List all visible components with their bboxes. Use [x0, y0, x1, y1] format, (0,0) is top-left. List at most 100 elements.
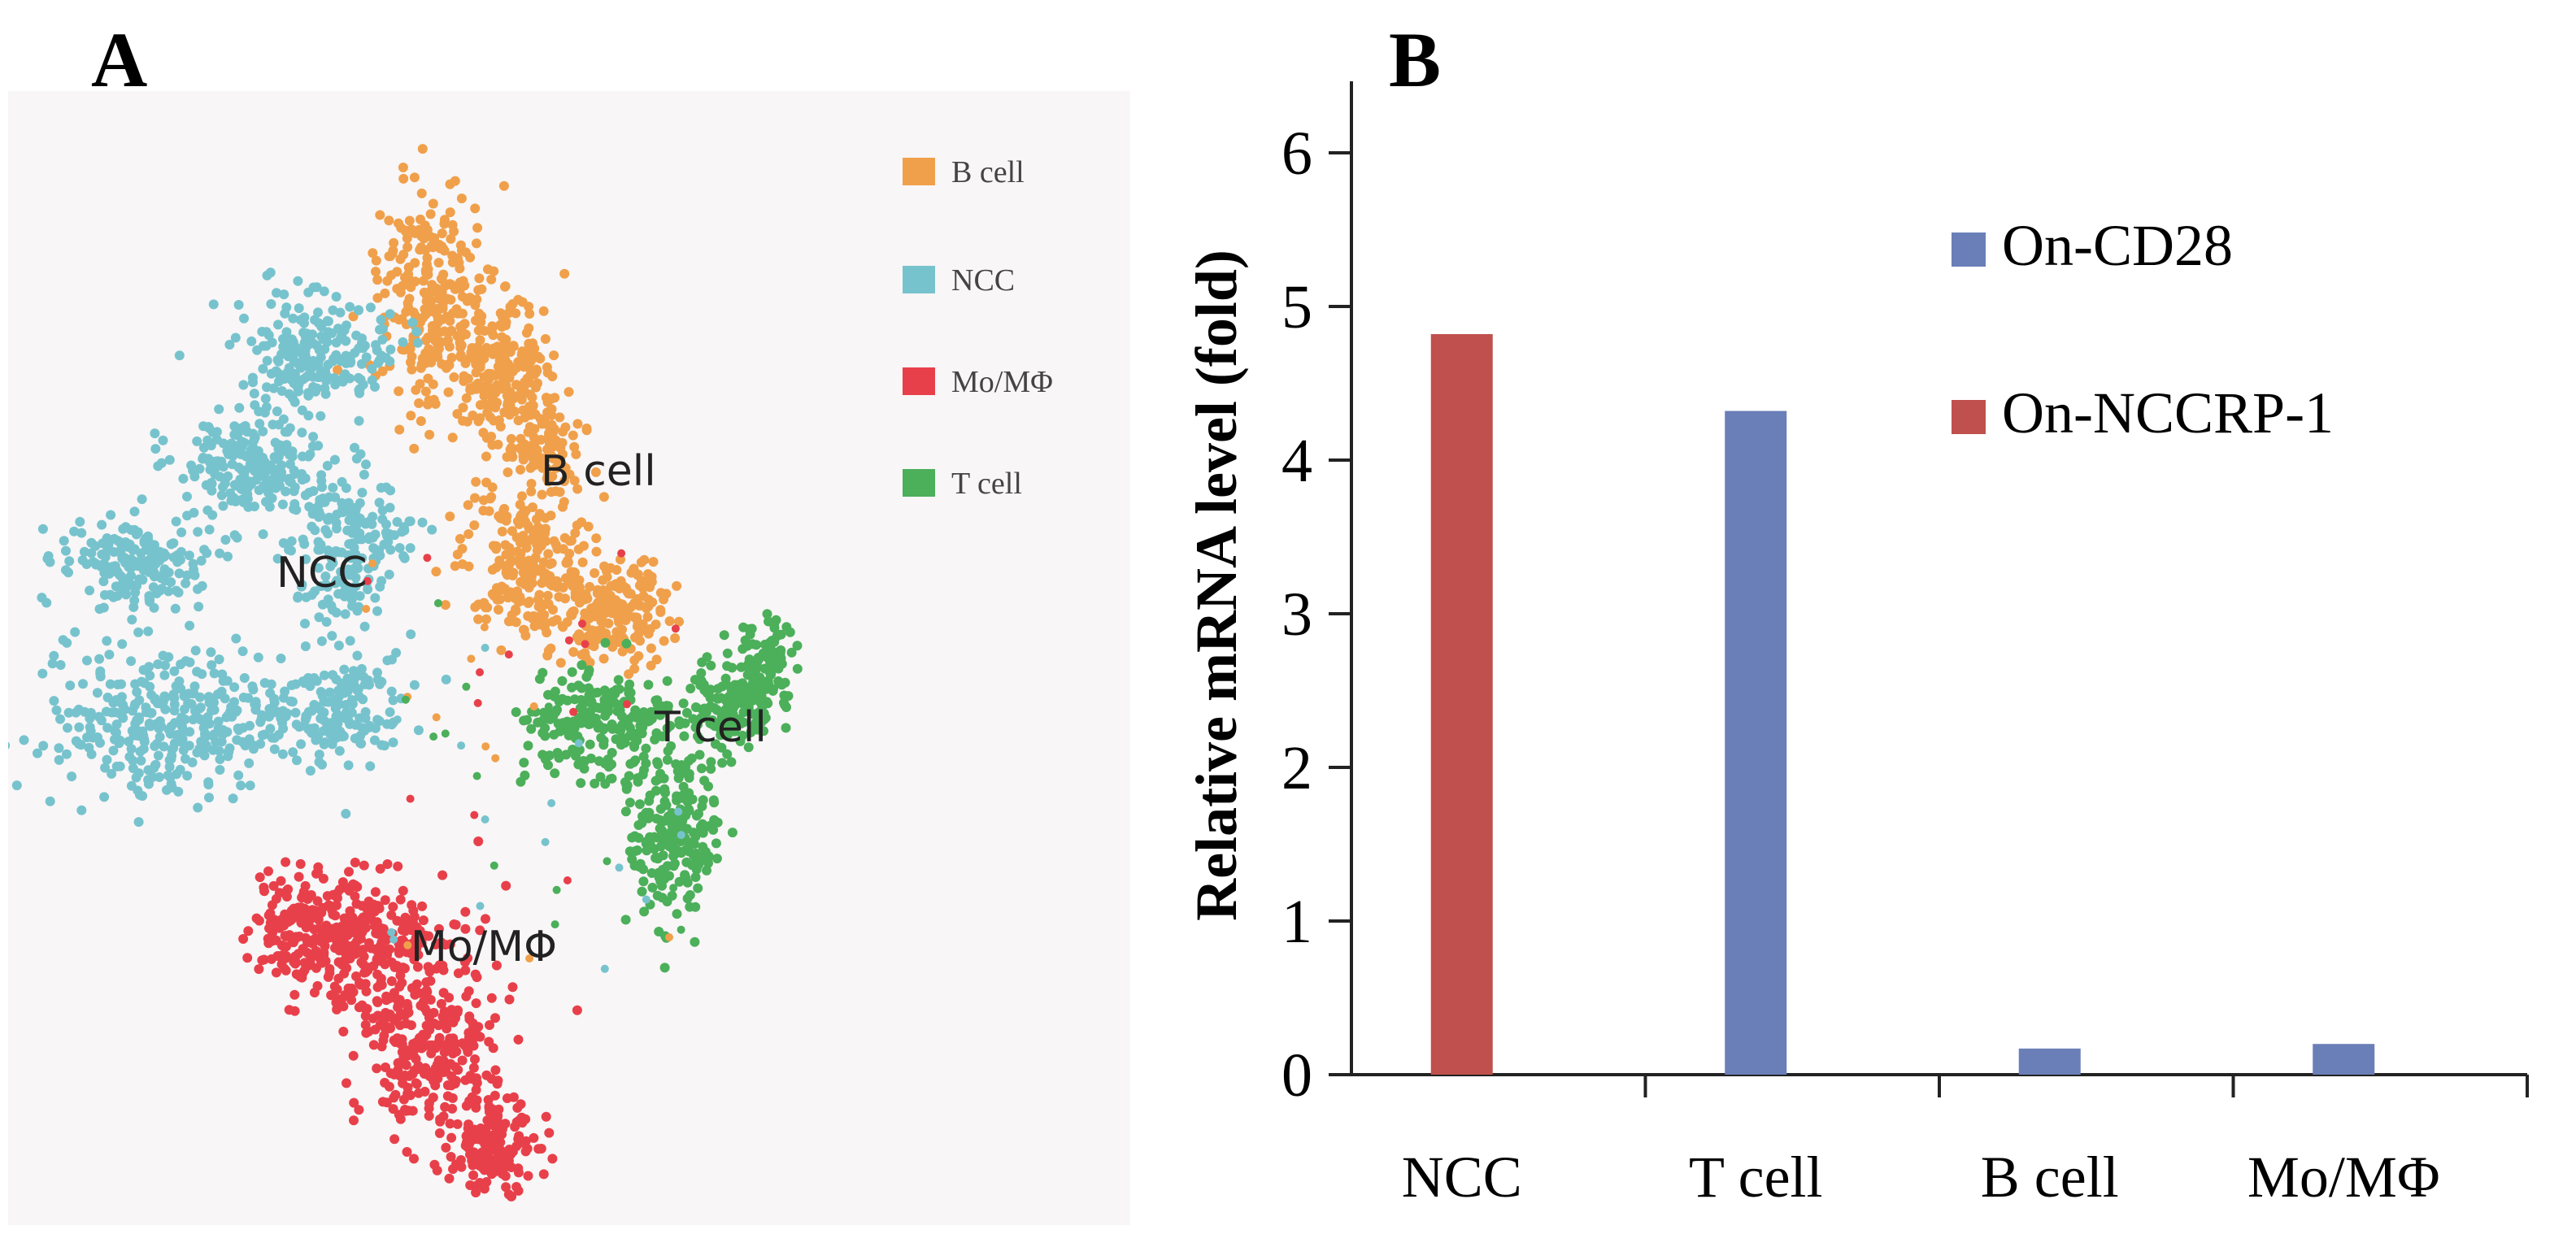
tsne-point	[616, 725, 626, 736]
tsne-point	[511, 532, 522, 543]
tsne-point	[420, 1003, 430, 1014]
tsne-point	[481, 614, 491, 624]
tsne-point	[372, 996, 382, 1006]
tsne-point	[77, 555, 88, 566]
tsne-point	[462, 296, 472, 306]
tsne-point	[332, 1004, 342, 1015]
tsne-point	[547, 372, 558, 382]
tsne-point	[479, 391, 490, 401]
tsne-point	[533, 1144, 544, 1154]
tsne-point	[173, 786, 184, 797]
tsne-point	[206, 647, 216, 658]
tsne-point	[276, 349, 287, 359]
tsne-point	[349, 1115, 359, 1126]
tsne-point	[150, 695, 160, 705]
legend-label-ncc: NCC	[951, 263, 1015, 298]
tsne-point	[331, 900, 342, 910]
tsne-point	[445, 279, 455, 289]
tsne-point	[479, 1184, 490, 1194]
tsne-point	[501, 1182, 511, 1193]
tsne-point	[303, 451, 314, 462]
tsne-point	[672, 580, 682, 591]
tsne-point	[574, 739, 583, 748]
tsne-point	[530, 368, 541, 378]
tsne-point	[322, 337, 333, 347]
tsne-point	[555, 726, 565, 736]
tsne-point	[696, 763, 707, 774]
tsne-point	[215, 765, 225, 775]
tsne-point	[437, 303, 448, 314]
tsne-point	[664, 616, 675, 627]
tsne-point	[192, 747, 202, 758]
tsne-point	[684, 769, 694, 779]
tsne-point	[255, 739, 266, 750]
tsne-point	[313, 563, 324, 573]
tsne-point	[262, 382, 272, 393]
tsne-point	[381, 991, 392, 1002]
tsne-point	[408, 906, 419, 916]
tsne-point	[481, 477, 492, 488]
tsne-point	[396, 945, 407, 955]
tsne-point	[281, 302, 292, 313]
tsne-point	[216, 490, 227, 501]
tsne-point	[285, 696, 296, 706]
tsne-point	[311, 282, 322, 293]
tsne-point	[389, 237, 399, 248]
tsne-point	[711, 854, 722, 864]
tsne-point	[651, 695, 661, 706]
tsne-point	[368, 559, 377, 568]
tsne-point	[471, 476, 481, 487]
tsne-point	[420, 358, 431, 368]
tsne-point	[525, 954, 534, 962]
tsne-point	[194, 602, 204, 612]
tsne-point	[651, 853, 661, 863]
tsne-point	[132, 687, 142, 697]
tsne-point	[513, 415, 524, 426]
tsne-point	[389, 988, 399, 998]
tsne-point	[513, 1034, 524, 1045]
tsne-point	[84, 742, 94, 753]
tsne-point	[215, 471, 225, 482]
tsne-point	[747, 679, 758, 689]
tsne-point	[11, 780, 22, 791]
tsne-point	[138, 744, 149, 754]
tsne-point	[742, 641, 753, 651]
tsne-point	[328, 356, 338, 367]
tsne-point	[418, 915, 429, 926]
legend-swatch-on-nccrp-1	[1952, 400, 1986, 434]
tsne-point	[533, 522, 543, 532]
tsne-point	[209, 697, 219, 708]
tsne-point	[474, 355, 485, 366]
tsne-point	[598, 590, 607, 599]
tsne-point	[776, 629, 786, 640]
tsne-point	[563, 555, 573, 566]
tsne-point	[224, 340, 235, 350]
tsne-point	[164, 454, 175, 465]
tsne-point	[67, 771, 77, 782]
tsne-point	[402, 1045, 413, 1056]
tsne-point	[487, 564, 498, 575]
tsne-point	[389, 1134, 400, 1145]
tsne-point	[299, 318, 309, 328]
tsne-point	[98, 576, 109, 587]
tsne-point	[332, 984, 342, 995]
tsne-point	[764, 616, 773, 627]
tsne-point	[313, 537, 324, 547]
tsne-point	[223, 551, 233, 562]
tsne-point	[290, 679, 301, 689]
tsne-point	[581, 640, 590, 649]
tsne-point	[520, 630, 531, 641]
tsne-point	[85, 722, 95, 732]
tsne-point	[202, 548, 212, 558]
tsne-point	[345, 636, 355, 646]
tsne-point	[291, 719, 302, 730]
tsne-point	[176, 527, 187, 537]
tsne-point	[717, 681, 728, 692]
tsne-point	[398, 280, 408, 291]
tsne-point	[37, 668, 48, 679]
tsne-point	[311, 731, 321, 741]
y-tick-label: 5	[1281, 273, 1312, 341]
tsne-point	[424, 931, 434, 941]
tsne-point	[375, 324, 385, 335]
tsne-point	[332, 993, 342, 1004]
